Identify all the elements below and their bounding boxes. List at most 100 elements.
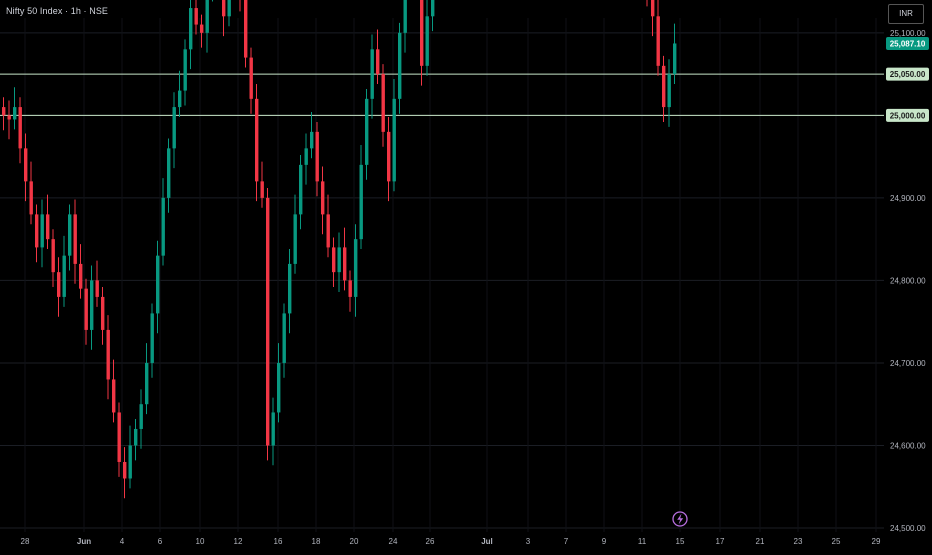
candle (425, 0, 429, 76)
candle (299, 154, 303, 230)
candle (128, 425, 132, 489)
candle (271, 397, 275, 466)
candle (40, 199, 44, 268)
candle (178, 70, 182, 118)
candle (150, 303, 154, 378)
candle (101, 287, 105, 345)
x-tick-label: 6 (158, 537, 163, 546)
x-tick-label: Jun (77, 537, 91, 546)
candle (381, 64, 385, 147)
candle (332, 237, 336, 288)
candle (90, 265, 94, 350)
level-price-badge: 25,000.00 (886, 108, 929, 122)
candle (343, 227, 347, 291)
x-tick-label: 16 (274, 537, 283, 546)
candle (73, 199, 77, 284)
candle (326, 194, 330, 258)
candle (227, 0, 231, 27)
x-tick-label: 12 (234, 537, 243, 546)
x-tick-label: Jul (481, 537, 493, 546)
candle (656, 0, 660, 76)
y-tick-label: 24,800.00 (890, 276, 926, 285)
candle (68, 204, 72, 271)
horizontal-levels (0, 73, 884, 116)
x-tick-label: 29 (872, 537, 881, 546)
candle (387, 117, 391, 202)
candle (359, 145, 363, 250)
x-tick-label: 7 (564, 537, 569, 546)
candle (18, 97, 22, 164)
candle (161, 178, 165, 266)
candle (354, 224, 358, 317)
candle (2, 97, 6, 131)
candle (29, 161, 33, 225)
candle (62, 235, 66, 307)
candle (321, 166, 325, 235)
candle (183, 39, 187, 106)
x-tick-label: 20 (350, 537, 359, 546)
candle (376, 29, 380, 84)
candle (156, 240, 160, 334)
candle (167, 138, 171, 213)
candle (370, 34, 374, 119)
candle (139, 389, 143, 449)
candle (51, 229, 55, 288)
candle (239, 0, 241, 12)
candle (255, 83, 259, 202)
candle (277, 343, 281, 423)
lightning-icon[interactable] (672, 511, 688, 527)
candle (662, 55, 666, 122)
x-tick-label: 24 (389, 537, 398, 546)
candle (134, 419, 138, 461)
candle (172, 92, 176, 169)
x-tick-label: 23 (794, 537, 803, 546)
x-tick-label: 28 (21, 537, 30, 546)
candle (392, 79, 396, 192)
candle (315, 121, 319, 197)
candle (304, 133, 308, 185)
price-badges: 25,330.0025,200.0025,050.0025,000.0025,0… (886, 36, 929, 122)
candle (84, 278, 88, 345)
x-tick-label: 9 (602, 537, 607, 546)
candle (13, 87, 17, 130)
candle (205, 0, 209, 53)
candle (57, 257, 61, 317)
candle (398, 22, 402, 114)
candle (123, 447, 127, 499)
candle (112, 359, 116, 423)
candle (194, 0, 198, 35)
x-tick-label: 21 (756, 537, 765, 546)
currency-selector[interactable]: INR (888, 4, 924, 24)
svg-text:25,000.00: 25,000.00 (890, 111, 926, 120)
x-tick-label: 26 (426, 537, 435, 546)
y-tick-label: 24,600.00 (890, 441, 926, 450)
y-tick-label: 24,500.00 (890, 524, 926, 533)
level-price-badge: 25,050.00 (886, 67, 929, 81)
candle (420, 0, 424, 86)
candle (95, 260, 99, 307)
candle (35, 204, 39, 263)
candle (117, 402, 121, 477)
x-tick-label: 11 (638, 537, 647, 546)
x-tick-label: 17 (716, 537, 725, 546)
candle (260, 161, 264, 208)
y-tick-label: 25,100.00 (890, 29, 926, 38)
candle (249, 47, 253, 114)
chart-title: Nifty 50 Index · 1h · NSE (6, 6, 109, 16)
candle (106, 315, 110, 400)
time-axis[interactable]: 28 Jun 4 6 10 12 16 18 20 24 26 Jul 3 7 9 11 15 17 21 23 25 2… (21, 537, 881, 546)
y-tick-label: 24,900.00 (890, 194, 926, 203)
x-tick-label: 18 (312, 537, 321, 546)
candle (651, 0, 655, 37)
candle (222, 0, 226, 37)
candle (288, 249, 292, 334)
candle (46, 194, 50, 250)
candle (348, 270, 352, 312)
candle (282, 303, 286, 378)
candle (79, 244, 83, 299)
x-tick-label: 15 (676, 537, 685, 546)
candle (293, 194, 297, 274)
candle (200, 14, 204, 48)
